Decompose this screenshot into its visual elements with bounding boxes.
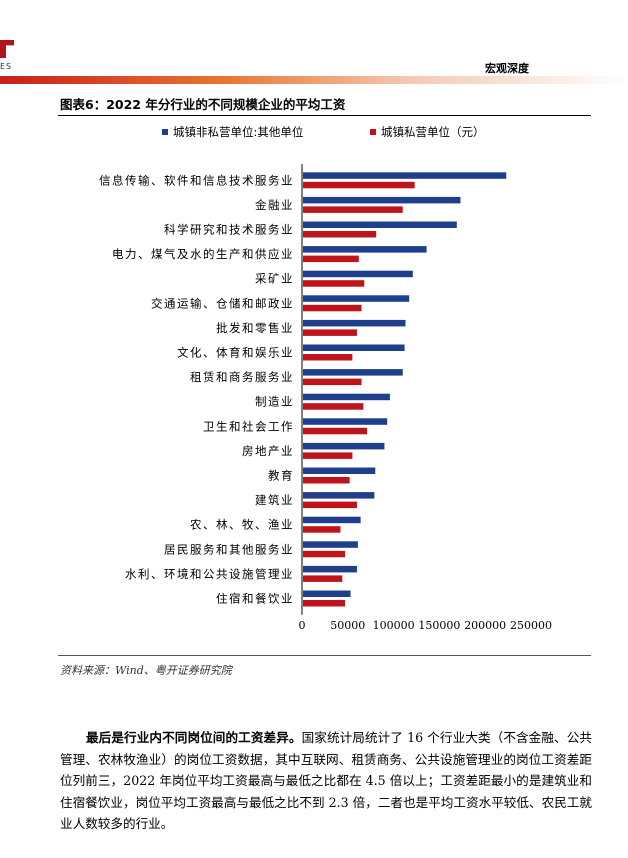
source-note: 资料来源：Wind、粤开证券研究院 bbox=[60, 664, 232, 677]
category-label: 水利、环境和公共设施管理业 bbox=[125, 567, 294, 581]
category-label: 金融业 bbox=[255, 198, 294, 212]
bar-series2 bbox=[303, 378, 362, 386]
category-label: 建筑业 bbox=[255, 493, 294, 507]
bar-series1 bbox=[303, 246, 427, 253]
bar-chart: 城镇非私营单位:其他单位 城镇私营单位（元） 信息传输、软件和信息技术服务业金融业科… bbox=[99, 125, 552, 632]
legend-label-2: 城镇私营单位（元） bbox=[381, 125, 485, 139]
bar-series2 bbox=[303, 501, 357, 509]
category-label: 制造业 bbox=[255, 395, 294, 409]
category-label: 农、林、牧、渔业 bbox=[190, 518, 294, 532]
figure-bottom-rule bbox=[58, 655, 591, 656]
bar-series2 bbox=[303, 550, 346, 558]
category-label: 电力、煤气及水的生产和供应业 bbox=[112, 247, 294, 261]
bar-series2 bbox=[303, 206, 403, 213]
bar-series1 bbox=[303, 565, 357, 573]
x-tick-label: 200000 bbox=[464, 619, 506, 632]
bar-series1 bbox=[303, 319, 406, 327]
bar-series1 bbox=[303, 221, 457, 228]
bar-series2 bbox=[303, 181, 415, 189]
broker-logo: ES bbox=[0, 38, 16, 74]
section-label: 宏观深度 bbox=[485, 62, 529, 75]
bar-series1 bbox=[303, 393, 390, 401]
bar-series2 bbox=[303, 280, 365, 287]
bar-series1 bbox=[303, 418, 388, 425]
logo-subtext: ES bbox=[0, 62, 13, 71]
x-tick-label: 100000 bbox=[373, 619, 415, 632]
x-tick-label: 150000 bbox=[418, 619, 460, 632]
legend-swatch-1 bbox=[162, 129, 168, 135]
bar-series1 bbox=[303, 270, 413, 278]
bar-series2 bbox=[303, 477, 350, 484]
category-label: 文化、体育和娱乐业 bbox=[177, 346, 294, 360]
category-label: 教育 bbox=[268, 469, 294, 483]
category-label: 科学研究和技术服务业 bbox=[164, 223, 294, 237]
x-tick-label: 0 bbox=[299, 619, 306, 632]
x-tick-label: 50000 bbox=[330, 619, 365, 632]
legend-label-1: 城镇非私营单位:其他单位 bbox=[173, 125, 303, 139]
bar-series1 bbox=[303, 344, 405, 351]
paragraph-text: 国家统计局统计了 16 个行业大类（不含金融、公共管理、农林牧渔业）的岗位工资数… bbox=[60, 730, 592, 831]
bar-series2 bbox=[303, 329, 357, 336]
figure-title: 图表6：2022 年分行业的不同规模企业的平均工资 bbox=[60, 97, 346, 112]
x-tick-label: 250000 bbox=[510, 619, 552, 632]
logo-mark bbox=[0, 40, 14, 58]
category-label: 批发和零售业 bbox=[216, 321, 294, 335]
body-paragraph: 最后是行业内不同岗位间的工资差异。国家统计局统计了 16 个行业大类（不含金融、… bbox=[60, 727, 592, 835]
bar-series2 bbox=[303, 255, 359, 263]
bar-series2 bbox=[303, 231, 377, 238]
bar-series1 bbox=[303, 516, 361, 524]
bar-series1 bbox=[303, 492, 375, 499]
category-label: 交通运输、仓储和邮政业 bbox=[151, 296, 294, 310]
category-label: 信息传输、软件和信息技术服务业 bbox=[99, 173, 294, 187]
bar-series2 bbox=[303, 600, 346, 607]
legend-swatch-2 bbox=[370, 129, 376, 135]
category-label: 住宿和餐饮业 bbox=[216, 592, 294, 606]
bar-series1 bbox=[303, 196, 461, 204]
bar-series2 bbox=[303, 452, 353, 459]
category-label: 居民服务和其他服务业 bbox=[164, 542, 294, 556]
bar-series1 bbox=[303, 295, 410, 302]
category-label: 租赁和商务服务业 bbox=[190, 370, 294, 384]
bar-series1 bbox=[303, 467, 376, 474]
category-label: 房地产业 bbox=[242, 444, 294, 458]
bar-series2 bbox=[303, 354, 353, 361]
bar-series2 bbox=[303, 403, 364, 410]
bar-series2 bbox=[303, 427, 368, 435]
bar-series1 bbox=[303, 369, 403, 376]
bar-series2 bbox=[303, 526, 341, 533]
bar-series1 bbox=[303, 442, 385, 450]
bar-series1 bbox=[303, 590, 351, 597]
header-gradient-bar bbox=[0, 76, 628, 84]
bar-series2 bbox=[303, 304, 362, 312]
paragraph-lead: 最后是行业内不同岗位间的工资差异。 bbox=[86, 730, 302, 745]
category-label: 采矿业 bbox=[255, 272, 294, 286]
bar-series1 bbox=[303, 541, 358, 548]
category-label: 卫生和社会工作 bbox=[203, 419, 294, 433]
title-rule bbox=[58, 115, 591, 116]
bar-series1 bbox=[303, 172, 507, 179]
bar-series2 bbox=[303, 575, 343, 582]
